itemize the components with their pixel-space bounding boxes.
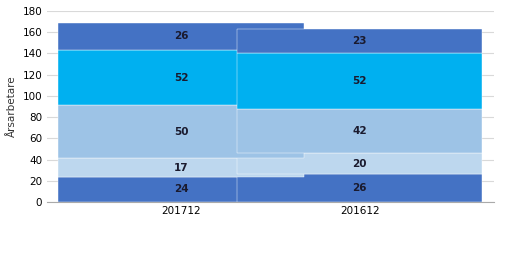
Text: 24: 24 [174,184,189,194]
Bar [58,23,304,50]
Bar [237,29,482,53]
Bar [237,174,482,202]
Text: 52: 52 [174,73,188,83]
Bar [237,153,482,174]
Bar [237,109,482,153]
Bar [237,53,482,109]
Bar [58,50,304,105]
Text: 26: 26 [353,183,367,193]
Text: 26: 26 [174,31,188,41]
Text: 50: 50 [174,127,188,137]
Bar [58,159,304,177]
Text: 52: 52 [353,76,367,86]
Bar [58,177,304,202]
Text: 42: 42 [352,126,367,136]
Text: 17: 17 [174,162,189,172]
Text: 23: 23 [353,36,367,46]
Bar [58,105,304,159]
Text: 20: 20 [353,159,367,169]
Y-axis label: Årsarbetare: Årsarbetare [7,76,17,137]
